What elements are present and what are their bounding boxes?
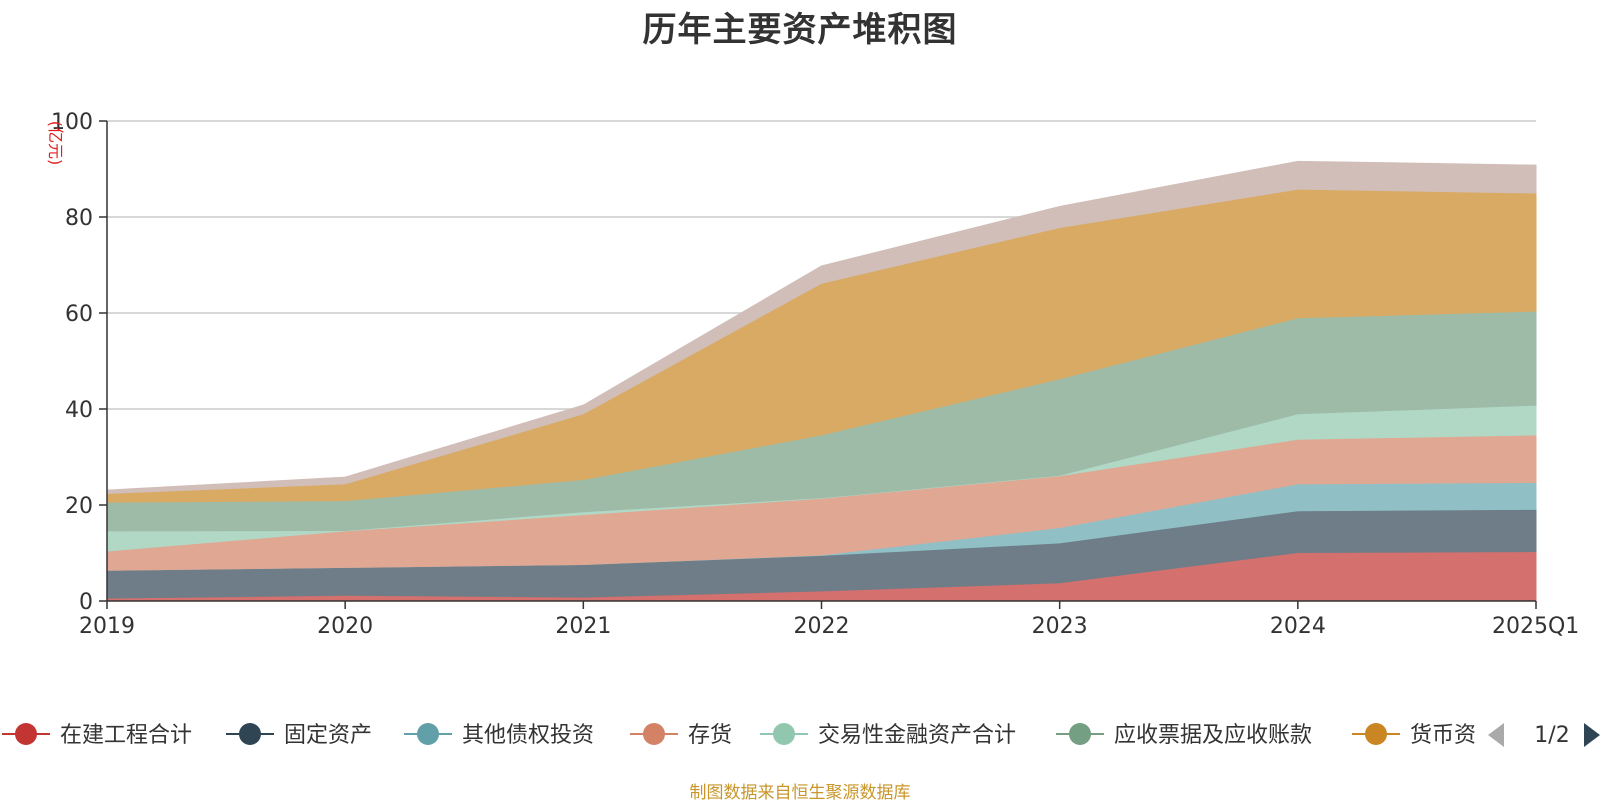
y-tick-label-20: 20	[65, 494, 93, 519]
area-layer	[106, 160, 1537, 602]
x-tick-label-2020: 2020	[317, 614, 373, 639]
legend-item-1[interactable]: 在建工程合计	[2, 723, 192, 748]
legend-item-5[interactable]: 交易性金融资产合计	[760, 723, 1016, 748]
legend-item-6[interactable]: 应收票据及应收账款	[1056, 723, 1312, 748]
x-tick-label-2025Q1: 2025Q1	[1492, 614, 1579, 639]
legend-item-7[interactable]: 货币资	[1352, 723, 1476, 748]
legend-circle-icon	[1365, 723, 1387, 745]
data-source-footer: 制图数据来自恒生聚源数据库	[689, 783, 911, 803]
legend-label: 应收票据及应收账款	[1114, 723, 1312, 748]
legend-page-indicator: 1/2	[1534, 723, 1569, 748]
x-tick-label-2019: 2019	[79, 614, 135, 639]
y-tick-label-0: 0	[79, 590, 93, 615]
legend-item-2[interactable]: 固定资产	[226, 723, 372, 748]
y-tick-label-100: 100	[51, 110, 93, 135]
legend-label: 货币资	[1410, 723, 1476, 748]
x-tick-label-2021: 2021	[555, 614, 611, 639]
legend-circle-icon	[1069, 723, 1091, 745]
x-tick-label-2024: 2024	[1270, 614, 1326, 639]
y-axis-unit-label: (亿元)	[46, 121, 65, 166]
legend-label: 其他债权投资	[462, 723, 594, 748]
legend-circle-icon	[15, 723, 37, 745]
legend-circle-icon	[773, 723, 795, 745]
legend-label: 存货	[688, 723, 732, 748]
legend-circle-icon	[239, 723, 261, 745]
legend-label: 固定资产	[284, 723, 372, 748]
chart-title: 历年主要资产堆积图	[642, 10, 958, 50]
legend-item-4[interactable]: 存货	[630, 723, 732, 748]
y-tick-label-60: 60	[65, 302, 93, 327]
legend-circle-icon	[643, 723, 665, 745]
axis-layer: 0 20 40 60 80 100 2019 2020 2021 2022 2023 2024 2025…	[51, 110, 1579, 639]
y-tick-label-40: 40	[65, 398, 93, 423]
x-tick-label-2022: 2022	[794, 614, 850, 639]
y-tick-label-80: 80	[65, 206, 93, 231]
legend-item-3[interactable]: 其他债权投资	[404, 723, 594, 748]
legend-label: 交易性金融资产合计	[818, 723, 1016, 748]
legend-label: 在建工程合计	[60, 723, 192, 748]
area-series-8	[106, 160, 1537, 495]
legend-next-page-icon[interactable]	[1584, 723, 1600, 747]
legend-circle-icon	[417, 723, 439, 745]
legend-prev-page-icon[interactable]	[1488, 723, 1504, 747]
legend: 在建工程合计 固定资产 其他债权投资 存货 交易性金融资产合计 应收票据及应收账款 货币资 1…	[2, 723, 1600, 748]
x-tick-label-2023: 2023	[1032, 614, 1088, 639]
